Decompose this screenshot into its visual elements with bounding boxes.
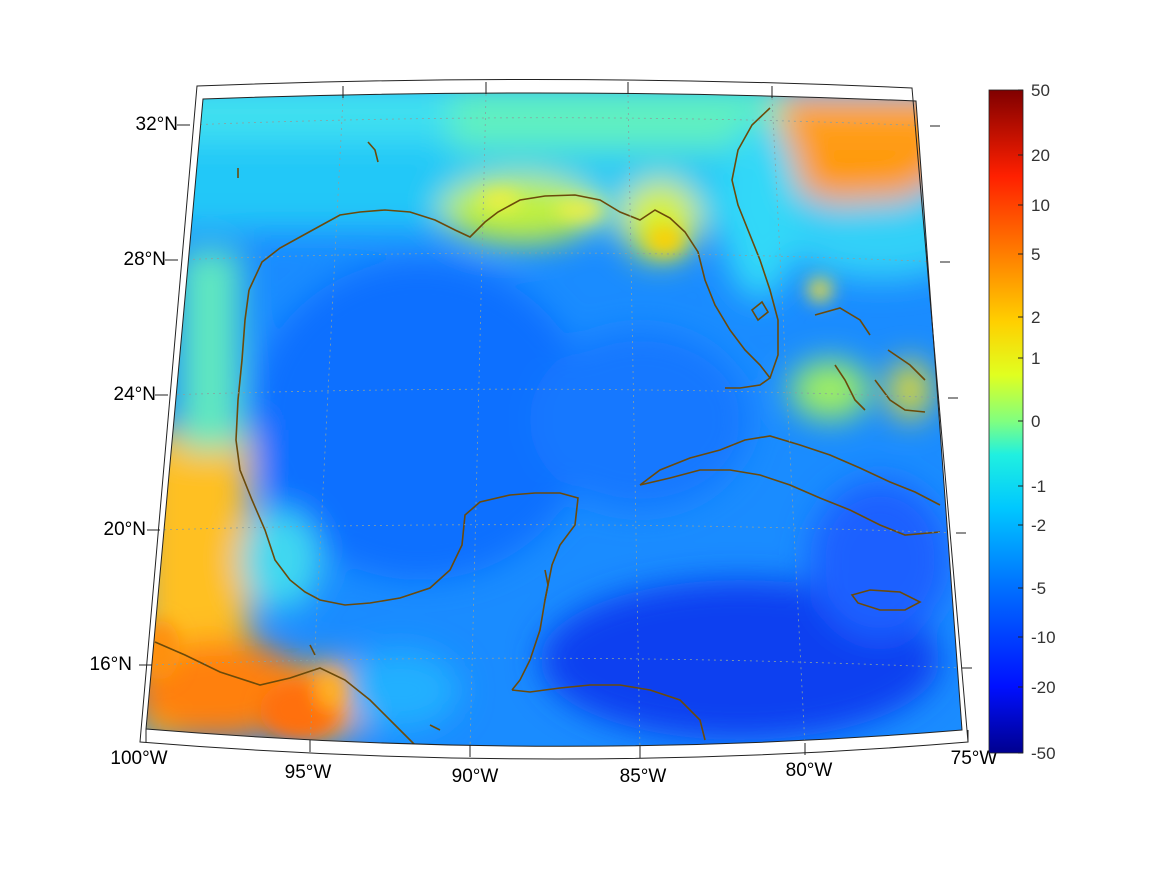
frame-ticks bbox=[139, 82, 972, 758]
coastline-bahamas bbox=[814, 307, 926, 413]
colorbar-tick-label: 2 bbox=[1031, 308, 1040, 327]
colorbar-tick-label: 20 bbox=[1031, 146, 1050, 165]
graticule bbox=[149, 93, 962, 747]
lon-label: 95°W bbox=[285, 762, 332, 783]
coastline-florida-east bbox=[731, 107, 779, 379]
coastline-lake-okeechobee bbox=[750, 300, 770, 322]
lon-label: 80°W bbox=[786, 760, 833, 781]
lon-label: 90°W bbox=[452, 766, 499, 787]
lat-label: 16°N bbox=[90, 654, 132, 675]
lon-label: 100°W bbox=[110, 748, 167, 769]
colorbar-tick-label: -1 bbox=[1031, 477, 1046, 496]
colorbar-tick-label: 1 bbox=[1031, 349, 1040, 368]
lon-labels: 100°W 95°W 90°W 85°W 80°W 75°W bbox=[110, 748, 997, 787]
colorbar-tick-label: -10 bbox=[1031, 628, 1056, 647]
coastline-cuba bbox=[639, 435, 941, 536]
lat-labels: 32°N 28°N 24°N 20°N 16°N bbox=[90, 114, 178, 675]
colorbar-tick-label: 0 bbox=[1031, 412, 1040, 431]
coastline-central-america bbox=[511, 684, 706, 741]
lat-label: 24°N bbox=[114, 384, 156, 405]
colorbar-tick-label: -2 bbox=[1031, 516, 1046, 535]
coastline-mexico-west bbox=[235, 289, 579, 691]
colorbar-tick-label: -5 bbox=[1031, 579, 1046, 598]
field-raster bbox=[146, 92, 962, 747]
lat-label: 28°N bbox=[124, 249, 166, 270]
coastline-gulf-north bbox=[248, 194, 772, 389]
lon-label: 85°W bbox=[620, 766, 667, 787]
coastline-pacific bbox=[154, 641, 416, 746]
lat-label: 32°N bbox=[136, 114, 178, 135]
colorbar-tick-label: -20 bbox=[1031, 678, 1056, 697]
coastline-islands bbox=[237, 141, 549, 731]
coastlines bbox=[154, 107, 941, 746]
colorbar-tick-label: 5 bbox=[1031, 245, 1040, 264]
colorbar-gradient bbox=[988, 89, 1024, 754]
colorbar-tick-label: 10 bbox=[1031, 196, 1050, 215]
colorbar-tick-label: 50 bbox=[1031, 81, 1050, 100]
lon-label: 75°W bbox=[951, 748, 998, 769]
colorbar-tick-label: -50 bbox=[1031, 744, 1056, 763]
coastline-jamaica bbox=[850, 589, 922, 611]
map-frame bbox=[145, 92, 963, 747]
lat-label: 20°N bbox=[104, 519, 146, 540]
map-frame-outer bbox=[139, 78, 969, 760]
